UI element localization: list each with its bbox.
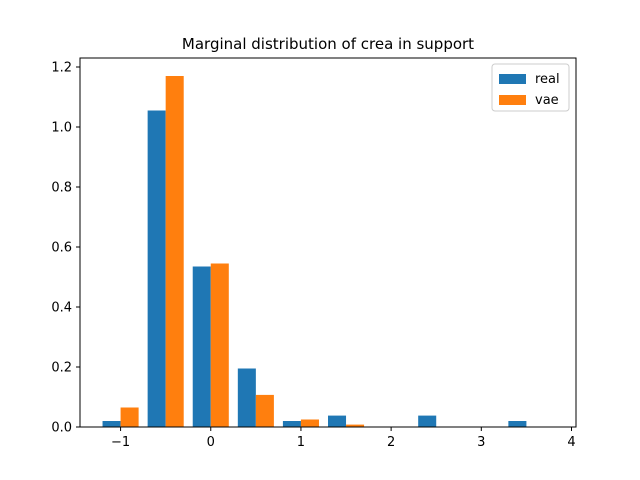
y-tick-label: 0.0 bbox=[51, 421, 72, 436]
bar-vae-3 bbox=[255, 394, 274, 427]
x-tick-label: 3 bbox=[477, 435, 485, 450]
x-tick-label: 0 bbox=[207, 435, 215, 450]
y-tick-label: 0.2 bbox=[51, 361, 72, 376]
plot-frame bbox=[79, 57, 577, 428]
bar-real-1 bbox=[147, 110, 166, 427]
legend-label-vae: vae bbox=[535, 93, 559, 108]
y-tick-label: 1.0 bbox=[51, 121, 72, 136]
x-tick-label: 1 bbox=[297, 435, 305, 450]
y-tick-label: 0.8 bbox=[51, 181, 72, 196]
legend-label-real: real bbox=[535, 72, 560, 87]
bar-vae-0 bbox=[120, 407, 139, 427]
bar-real-0 bbox=[102, 421, 121, 427]
legend: real vae bbox=[491, 63, 570, 112]
y-tick-label: 0.4 bbox=[51, 301, 72, 316]
y-tick-label: 0.6 bbox=[51, 241, 72, 256]
bar-vae-2 bbox=[210, 263, 229, 427]
y-tick-label: 1.2 bbox=[51, 61, 72, 76]
axes-group: −1 0 1 2 3 4 0.0 0.2 0.4 0.6 0.8 1.0 1.2 bbox=[51, 57, 577, 450]
bar-real-2 bbox=[192, 266, 211, 427]
bar-vae-1 bbox=[165, 76, 184, 427]
bar-real-3 bbox=[237, 368, 256, 427]
bar-real-5 bbox=[328, 415, 347, 427]
x-tick-label: −1 bbox=[111, 435, 130, 450]
bar-real-4 bbox=[282, 421, 301, 427]
bar-vae-4 bbox=[300, 419, 319, 427]
bars-group bbox=[102, 76, 527, 427]
x-tick-label: 2 bbox=[387, 435, 395, 450]
bar-vae-5 bbox=[346, 424, 365, 427]
bar-real-7 bbox=[418, 415, 437, 427]
x-tick-label: 4 bbox=[567, 435, 575, 450]
chart-title: Marginal distribution of crea in support bbox=[182, 35, 474, 53]
bar-real-9 bbox=[508, 421, 527, 427]
legend-swatch-real bbox=[499, 74, 526, 84]
legend-swatch-vae bbox=[499, 95, 526, 105]
